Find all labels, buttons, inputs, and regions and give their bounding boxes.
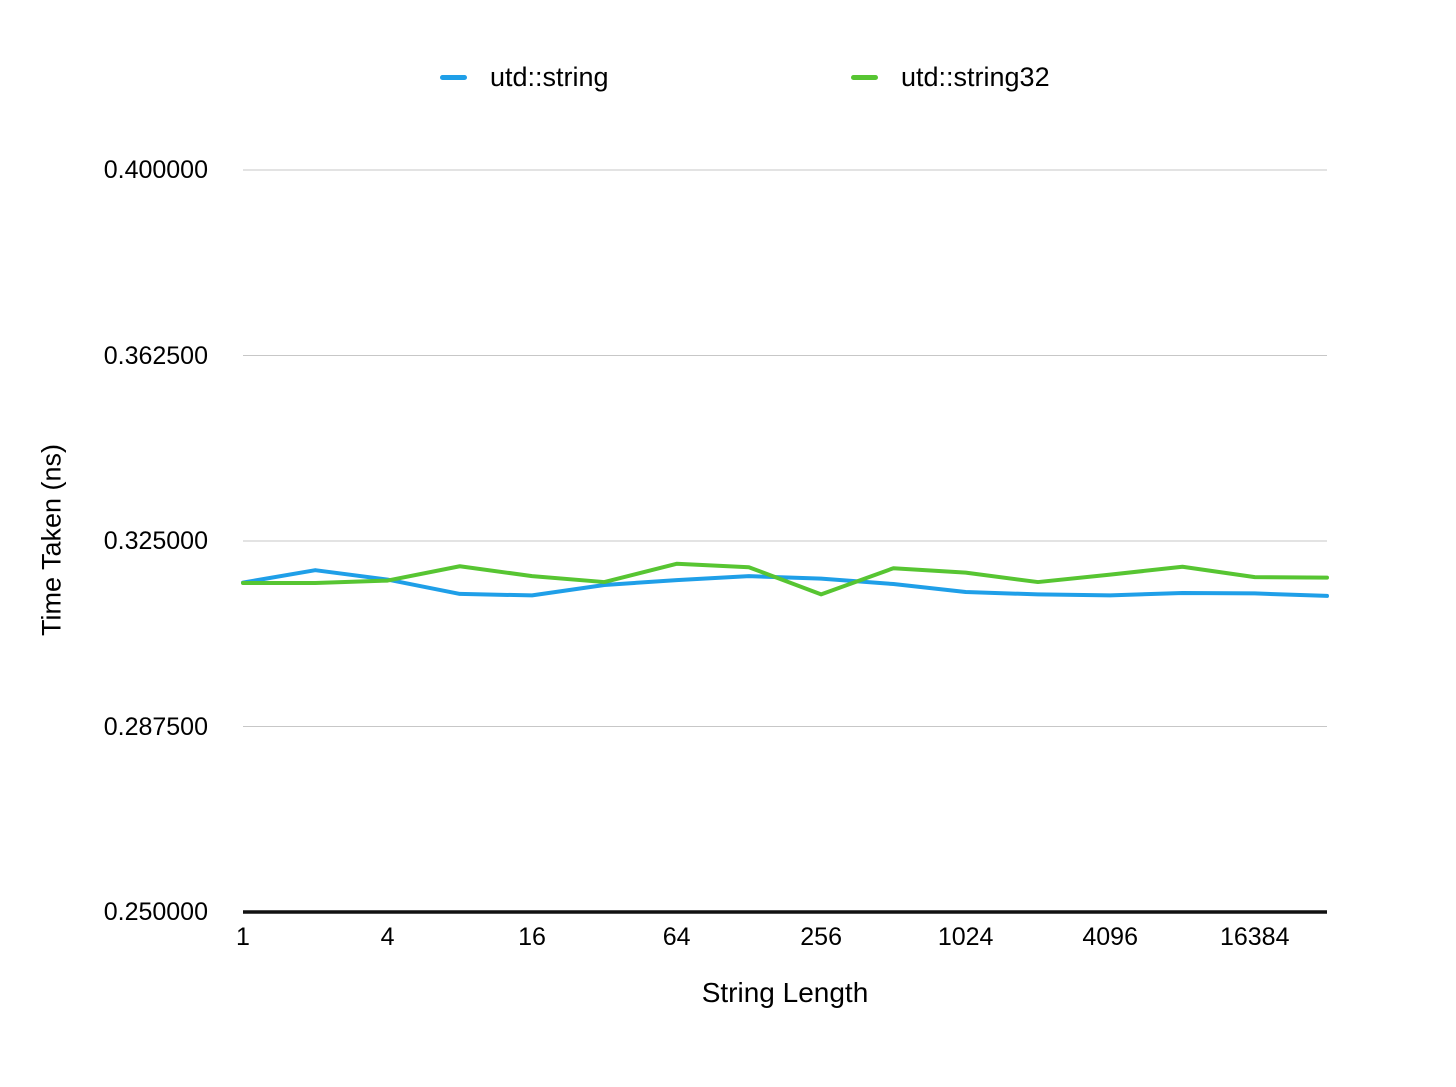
legend-item-utd-string32: utd::string32 <box>851 60 1050 94</box>
legend-label: utd::string <box>490 62 609 92</box>
line-swatch-icon <box>851 74 878 80</box>
x-tick-label: 4096 <box>1082 923 1138 951</box>
legend-label: utd::string32 <box>901 62 1050 92</box>
series-line-utd-string <box>241 568 1329 598</box>
x-tick-label: 1 <box>236 923 250 951</box>
series-line-utd-string32 <box>241 561 1329 597</box>
y-tick-label: 0.325000 <box>103 527 208 555</box>
legend-item-utd-string: utd::string <box>440 60 609 94</box>
x-tick-label: 1024 <box>937 923 994 951</box>
y-tick-label: 0.362500 <box>103 341 208 370</box>
x-axis-title: String Length <box>701 977 869 1008</box>
line-swatch-icon <box>440 74 467 80</box>
y-tick-label: 0.400000 <box>103 156 208 184</box>
x-tick-label: 16 <box>518 923 546 951</box>
x-tick-label: 4 <box>380 923 395 951</box>
x-tick-label: 256 <box>800 923 842 951</box>
y-tick-label: 0.287500 <box>103 712 208 741</box>
x-tick-label: 16384 <box>1219 923 1290 951</box>
x-tick-label: 64 <box>662 923 691 951</box>
y-tick-label: 0.250000 <box>103 898 208 926</box>
